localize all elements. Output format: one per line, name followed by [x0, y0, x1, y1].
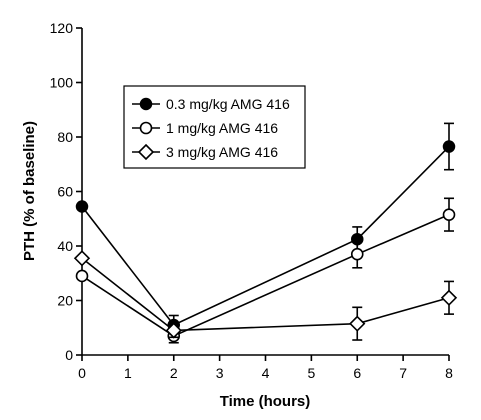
y-tick-label: 60 [57, 184, 73, 200]
legend: 0.3 mg/kg AMG 416 1 mg/kg AMG 416 3 mg/kg … [123, 85, 306, 169]
legend-item: 0.3 mg/kg AMG 416 [132, 96, 290, 112]
x-tick-label: 2 [170, 365, 178, 381]
data-point [442, 140, 456, 153]
legend-label: 1 mg/kg AMG 416 [166, 120, 278, 136]
series-line [81, 257, 450, 332]
data-point [442, 208, 456, 221]
series-line [81, 213, 450, 337]
series-3 [73, 250, 458, 341]
x-tick-label: 7 [399, 365, 407, 381]
data-point [165, 322, 182, 339]
legend-marker [139, 121, 153, 135]
x-tick-label: 8 [445, 365, 453, 381]
x-tick-label: 0 [78, 365, 86, 381]
y-tick-label: 100 [50, 75, 74, 91]
series-line [81, 145, 450, 327]
x-tick-label: 3 [216, 365, 224, 381]
series-group [73, 122, 458, 344]
x-tick-label: 1 [124, 365, 132, 381]
y-tick-label: 120 [50, 20, 74, 36]
y-tick-label: 40 [57, 238, 73, 254]
y-axis-label: PTH (% of baseline) [21, 121, 38, 261]
legend-label: 3 mg/kg AMG 416 [166, 144, 278, 160]
x-tick-label: 5 [307, 365, 315, 381]
legend-label: 0.3 mg/kg AMG 416 [166, 96, 290, 112]
data-point [75, 269, 89, 283]
x-tick-label: 4 [262, 365, 270, 381]
y-tick-label: 80 [57, 129, 73, 145]
data-point [75, 200, 89, 213]
x-tick-label: 6 [353, 365, 361, 381]
series-2 [75, 197, 456, 344]
legend-item: 1 mg/kg AMG 416 [132, 120, 278, 136]
axes: 0 20 40 60 80 100 120 0 1 2 3 4 5 6 7 8 [50, 20, 453, 381]
y-tick-label: 20 [57, 293, 73, 309]
legend-marker [139, 97, 153, 111]
x-axis-label: Time (hours) [220, 393, 311, 410]
legend-item: 3 mg/kg AMG 416 [132, 143, 278, 161]
legend-box [123, 85, 306, 169]
data-point [349, 315, 366, 332]
data-point [73, 250, 91, 267]
legend-marker [137, 143, 155, 161]
data-point [440, 289, 458, 306]
y-tick-label: 0 [65, 347, 73, 363]
data-point [350, 247, 364, 261]
